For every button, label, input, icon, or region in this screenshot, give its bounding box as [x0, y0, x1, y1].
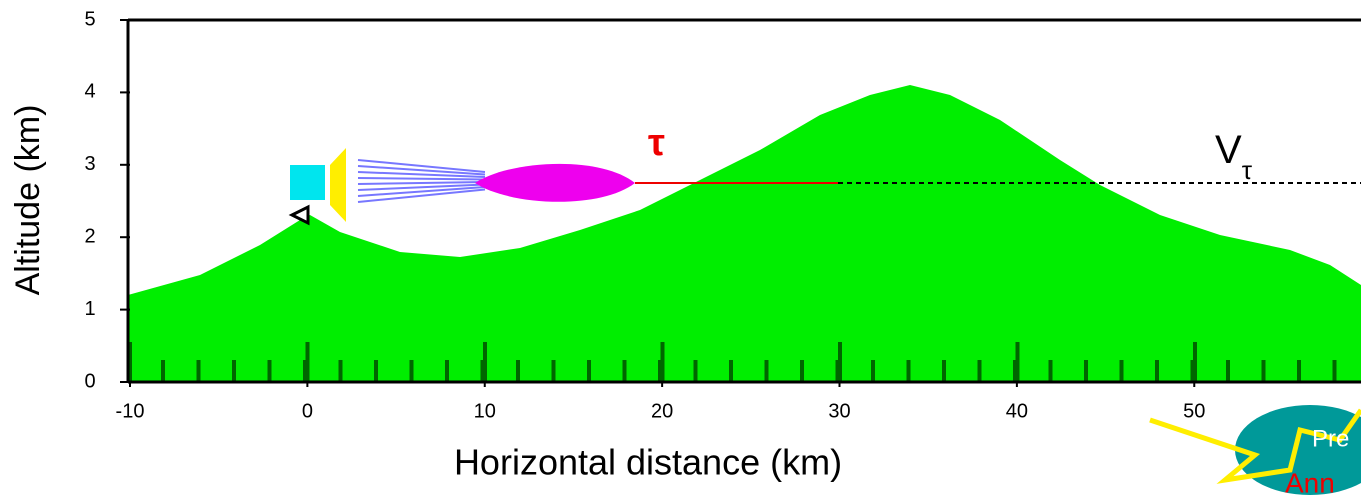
x-tick-label: -10: [116, 400, 145, 422]
ground-ticks: [128, 342, 1337, 382]
shower-line: [357, 186, 486, 197]
x-tick-label: 10: [474, 400, 496, 422]
shower-line: [357, 165, 486, 176]
shower-line: [357, 171, 486, 178]
shower-line: [357, 183, 486, 191]
y-tick-label: 2: [84, 225, 95, 247]
callout-top: Pre: [1312, 425, 1349, 452]
shower-line: [357, 188, 486, 203]
nu-text: V: [1215, 128, 1242, 172]
shower-line: [357, 181, 486, 185]
x-tick-label: 0: [302, 400, 313, 422]
x-axis-label: Horizontal distance (km): [454, 442, 842, 483]
shower: [475, 163, 635, 202]
telescope: [290, 165, 325, 200]
nu-subscript: τ: [1242, 155, 1253, 185]
mountain: [128, 85, 1361, 382]
y-axis-label: Altitude (km): [9, 105, 47, 296]
mirror: [330, 148, 346, 222]
tau-label: τ: [648, 122, 665, 164]
x-tick-label: 50: [1183, 400, 1205, 422]
y-tick-label: 3: [84, 153, 95, 175]
shower-line: [357, 159, 486, 173]
y-tick-label: 5: [84, 8, 95, 30]
y-tick-label: 4: [84, 81, 95, 103]
shower-lines: [357, 159, 486, 203]
lightning: [1149, 408, 1361, 484]
nu-label: Vτ: [1215, 128, 1253, 185]
x-tick-label: 40: [1006, 400, 1028, 422]
x-tick-label: 20: [651, 400, 673, 422]
detector-base: [288, 204, 310, 226]
y-tick-label: 0: [84, 370, 95, 392]
callout-bottom: Ann: [1285, 467, 1335, 495]
y-tick-label: 1: [84, 298, 95, 320]
x-tick-label: 30: [828, 400, 850, 422]
shower-line: [357, 177, 486, 181]
